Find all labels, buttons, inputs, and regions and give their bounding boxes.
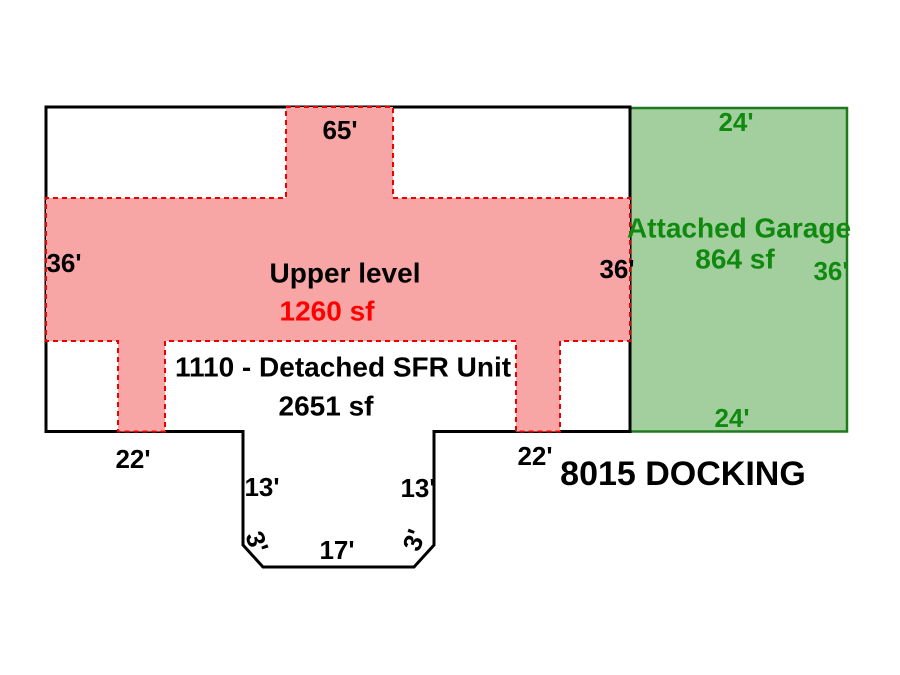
dim-bay-left-height: 13' <box>244 472 279 502</box>
dim-upper-left-height: 36' <box>46 248 81 278</box>
unit-sqft: 2651 sf <box>279 391 375 422</box>
garage-label: Attached Garage <box>627 213 851 244</box>
dim-upper-top-width: 65' <box>322 115 357 145</box>
dim-right-leg-width: 22' <box>517 441 552 471</box>
dim-upper-right-height: 36' <box>599 254 634 284</box>
dim-garage-top-width: 24' <box>718 107 753 137</box>
upper-level-sqft: 1260 sf <box>280 296 376 327</box>
dim-garage-right-height: 36' <box>813 256 848 286</box>
dim-bay-right-height: 13' <box>400 473 435 503</box>
upper-level-shape <box>45 106 631 433</box>
dim-bay-bottom-width: 17' <box>319 535 354 565</box>
address-title: 8015 DOCKING <box>560 455 806 493</box>
garage-area-shape <box>628 106 849 433</box>
unit-label: 1110 - Detached SFR Unit <box>175 352 511 383</box>
dim-garage-bottom-width: 24' <box>714 403 749 433</box>
dim-left-leg-width: 22' <box>115 444 150 474</box>
garage-sqft: 864 sf <box>695 244 775 275</box>
upper-level-label: Upper level <box>270 258 421 289</box>
